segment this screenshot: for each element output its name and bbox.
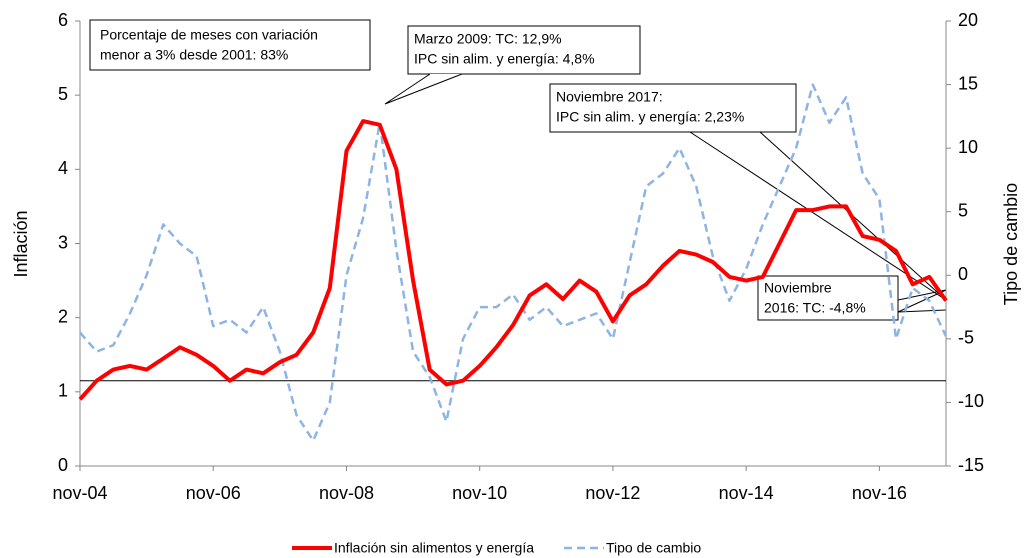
callouts [89,19,947,321]
annotation-text: menor a 3% desde 2001: 83% [100,47,288,63]
y2-tick-label: 15 [958,73,978,93]
y-tick-label: 0 [58,455,68,475]
annotation-text: Noviembre [764,280,832,296]
annotation-text: Marzo 2009: TC: 12,9% [414,31,562,47]
y-axis-label: Inflación [11,210,31,277]
annotation-box [549,83,797,133]
y2-axis-label: Tipo de cambio [1001,183,1021,305]
annotation-text: Porcentaje de meses con variación [100,27,318,43]
callout-pointer [897,289,947,313]
y2-tick-label: -15 [958,455,984,475]
legend-label: Tipo de cambio [606,540,701,556]
series-line [79,83,948,442]
y-tick-label: 4 [58,158,68,178]
annotation-box [89,19,371,71]
series-line [78,119,948,401]
annotation-text: IPC sin alim. y energía: 4,8% [414,51,595,67]
y2-tick-label: -5 [958,328,974,348]
y2-tick-label: 20 [958,10,978,30]
annotation-text: Noviembre 2017: [556,89,663,105]
x-tick-label: nov-08 [319,483,374,503]
annotation-box [407,25,641,75]
x-tick-label: nov-12 [585,483,640,503]
y2-tick-label: 0 [958,264,968,284]
callout-pointer [689,131,947,301]
y-tick-label: 3 [58,232,68,252]
annotation-text: IPC sin alim. y energía: 2,23% [556,109,744,125]
x-tick-label: nov-04 [52,483,107,503]
y-tick-label: 5 [58,84,68,104]
annotation-text: 2016: TC: -4,8% [764,300,866,316]
annotation-box [757,275,899,321]
y2-tick-label: 5 [958,200,968,220]
y-tick-label: 6 [58,10,68,30]
legend-label: Inflación sin alimentos y energía [334,540,534,556]
x-tick-label: nov-06 [186,483,241,503]
y-tick-label: 2 [58,306,68,326]
y2-tick-label: 10 [958,137,978,157]
y-tick-label: 1 [58,381,68,401]
y2-tick-label: -10 [958,391,984,411]
x-tick-label: nov-16 [852,483,907,503]
x-tick-label: nov-10 [452,483,507,503]
callout-pointer [384,73,463,105]
x-tick-label: nov-14 [719,483,774,503]
